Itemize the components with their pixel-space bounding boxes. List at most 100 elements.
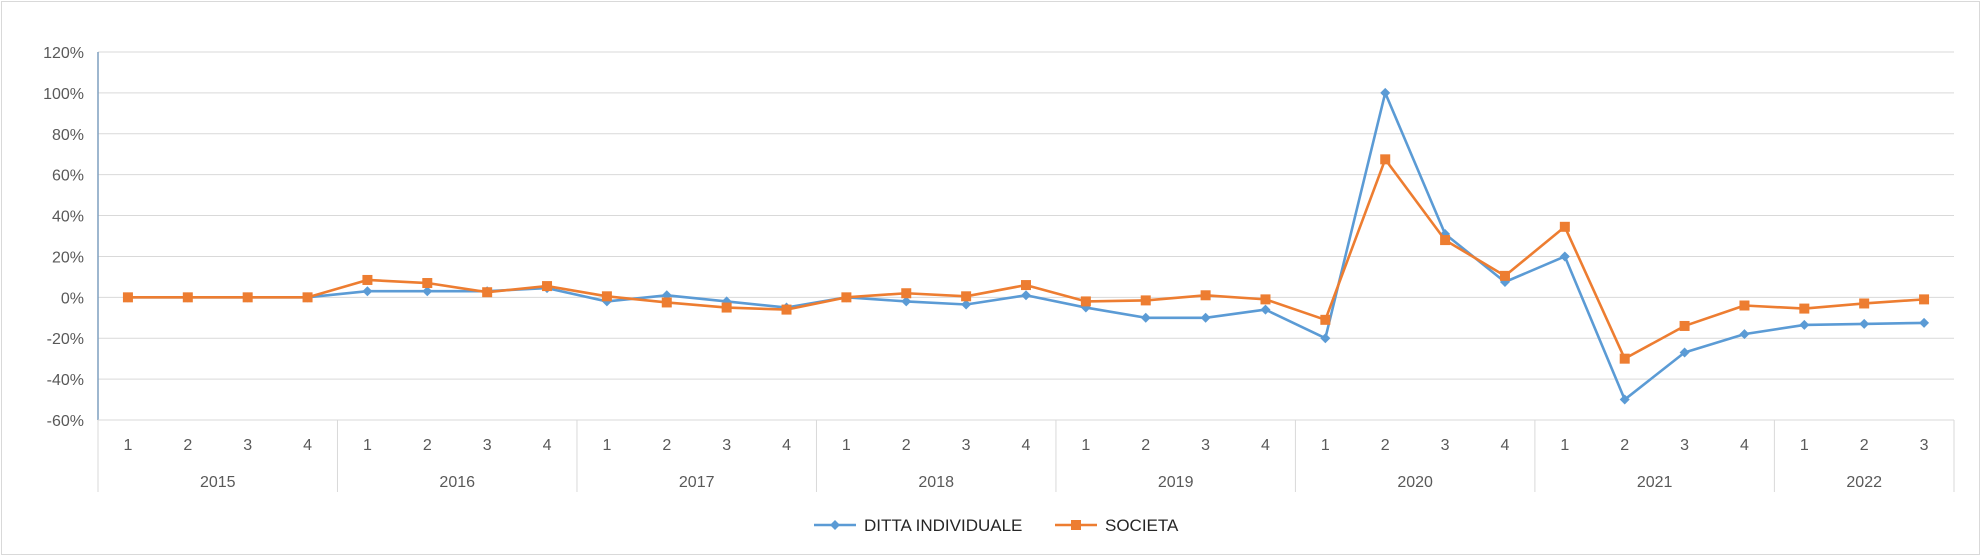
data-point-diamond xyxy=(1200,312,1211,323)
legend-item: DITTA INDIVIDUALE xyxy=(814,516,1022,535)
year-label: 2016 xyxy=(439,474,475,491)
data-point-square xyxy=(901,288,912,299)
data-point-diamond xyxy=(362,286,373,297)
series-line xyxy=(127,91,1925,401)
data-point-square xyxy=(781,304,792,315)
legend: DITTA INDIVIDUALE SOCIETA xyxy=(814,516,1179,535)
x-tick-label: 1 xyxy=(1081,437,1090,454)
legend-item: SOCIETA xyxy=(1055,516,1179,535)
data-point-square xyxy=(362,274,373,285)
data-point-square xyxy=(242,292,253,303)
series-line xyxy=(127,158,1925,360)
series-ditta-individuale xyxy=(122,87,1930,405)
year-label: 2020 xyxy=(1397,474,1433,491)
y-tick-label: 20% xyxy=(52,249,84,266)
data-point-square xyxy=(1799,303,1810,314)
data-point-diamond xyxy=(1799,319,1810,330)
data-point-square xyxy=(1559,221,1570,232)
year-label: 2022 xyxy=(1846,474,1882,491)
y-tick-label: -40% xyxy=(47,372,84,389)
data-point-square xyxy=(482,287,493,298)
data-point-diamond xyxy=(830,520,840,530)
data-point-square xyxy=(961,291,972,302)
x-tick-label: 4 xyxy=(1022,437,1031,454)
data-point-square xyxy=(1499,270,1510,281)
data-point-diamond xyxy=(1380,87,1391,98)
data-point-diamond xyxy=(961,299,972,310)
year-label: 2018 xyxy=(918,474,954,491)
data-point-square xyxy=(1859,298,1870,309)
data-point-square xyxy=(122,292,133,303)
x-tick-label: 2 xyxy=(662,437,671,454)
data-point-diamond xyxy=(901,296,912,307)
data-point-square xyxy=(422,278,433,289)
x-tick-label: 3 xyxy=(1201,437,1210,454)
series-societa xyxy=(122,154,1930,364)
x-tick-label: 2 xyxy=(902,437,911,454)
x-tick-label: 3 xyxy=(962,437,971,454)
x-tick-label: 2 xyxy=(1381,437,1390,454)
tick-labels: -60% -40% -20% 0% 20% 40% 60% 80% 100% 120% 1 2 3 4 20… xyxy=(43,45,1929,491)
x-tick-label: 4 xyxy=(303,437,312,454)
year-label: 2017 xyxy=(679,474,715,491)
x-tick-label: 1 xyxy=(602,437,611,454)
data-point-diamond xyxy=(1679,347,1690,358)
x-tick-label: 4 xyxy=(1261,437,1270,454)
x-tick-label: 3 xyxy=(722,437,731,454)
data-point-square xyxy=(1080,296,1091,307)
data-point-square xyxy=(302,292,313,303)
x-tick-label: 2 xyxy=(423,437,432,454)
data-point-diamond xyxy=(1739,329,1750,340)
x-tick-label: 3 xyxy=(243,437,252,454)
data-point-square xyxy=(1021,280,1031,291)
data-point-square xyxy=(1320,314,1331,325)
data-point-diamond xyxy=(1260,304,1271,315)
year-label: 2019 xyxy=(1158,474,1194,491)
y-tick-label: 60% xyxy=(52,168,84,185)
y-tick-label: -60% xyxy=(47,413,84,430)
data-point-diamond xyxy=(1140,312,1151,323)
x-tick-label: 3 xyxy=(1680,437,1689,454)
x-tick-label: 3 xyxy=(1441,437,1450,454)
data-point-square xyxy=(1739,300,1750,311)
x-tick-label: 3 xyxy=(483,437,492,454)
y-tick-label: 80% xyxy=(52,127,84,144)
data-point-square xyxy=(1679,320,1690,331)
x-tick-label: 1 xyxy=(1560,437,1569,454)
series-layer xyxy=(122,87,1930,405)
x-tick-label: 1 xyxy=(1321,437,1330,454)
gridlines xyxy=(98,51,1954,380)
data-point-square xyxy=(721,302,732,313)
x-tick-label: 1 xyxy=(363,437,372,454)
data-point-square xyxy=(1919,294,1930,305)
x-tick-label: 4 xyxy=(1740,437,1749,454)
data-point-diamond xyxy=(1320,333,1331,344)
data-point-square xyxy=(182,292,193,303)
legend-label: DITTA INDIVIDUALE xyxy=(864,516,1022,535)
data-point-diamond xyxy=(1021,290,1031,301)
data-point-square xyxy=(1619,353,1630,364)
data-point-square xyxy=(841,292,852,303)
x-tick-label: 2 xyxy=(1620,437,1629,454)
x-tick-label: 4 xyxy=(782,437,791,454)
y-tick-label: 120% xyxy=(43,45,84,62)
x-tick-label: 3 xyxy=(1920,437,1929,454)
data-point-square xyxy=(1440,235,1451,246)
x-tick-label: 4 xyxy=(543,437,552,454)
y-tick-label: 100% xyxy=(43,86,84,103)
y-tick-label: -20% xyxy=(47,331,84,348)
data-point-diamond xyxy=(1619,394,1630,405)
data-point-square xyxy=(1260,294,1271,305)
legend-label: SOCIETA xyxy=(1105,516,1179,535)
y-tick-label: 0% xyxy=(61,290,84,307)
data-point-diamond xyxy=(422,286,433,297)
data-point-square xyxy=(1140,295,1151,306)
x-tick-label: 4 xyxy=(1501,437,1510,454)
data-point-square xyxy=(661,297,672,308)
x-tick-label: 1 xyxy=(123,437,132,454)
data-point-square xyxy=(1200,290,1211,301)
year-label: 2021 xyxy=(1637,474,1673,491)
data-point-square xyxy=(542,281,553,292)
